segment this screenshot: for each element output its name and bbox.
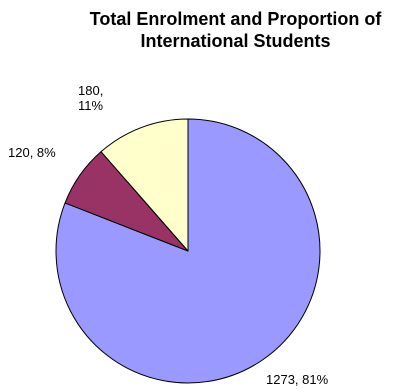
slice-label-international-a: 120, 8% [8, 145, 56, 160]
slice-label-international-b: 180, 11% [78, 83, 103, 113]
chart-title-line-2: International Students [140, 31, 331, 51]
chart-title-line-1: Total Enrolment and Proportion of [89, 9, 382, 29]
slice-label-domestic: 1273, 81% [266, 372, 329, 387]
chart-title: Total Enrolment and Proportion of Intern… [0, 8, 413, 52]
slice-label-international-b-line-1: 180, [78, 83, 104, 98]
slice-label-international-b-line-2: 11% [78, 98, 104, 113]
pie-slice-international-b [100, 118, 189, 252]
